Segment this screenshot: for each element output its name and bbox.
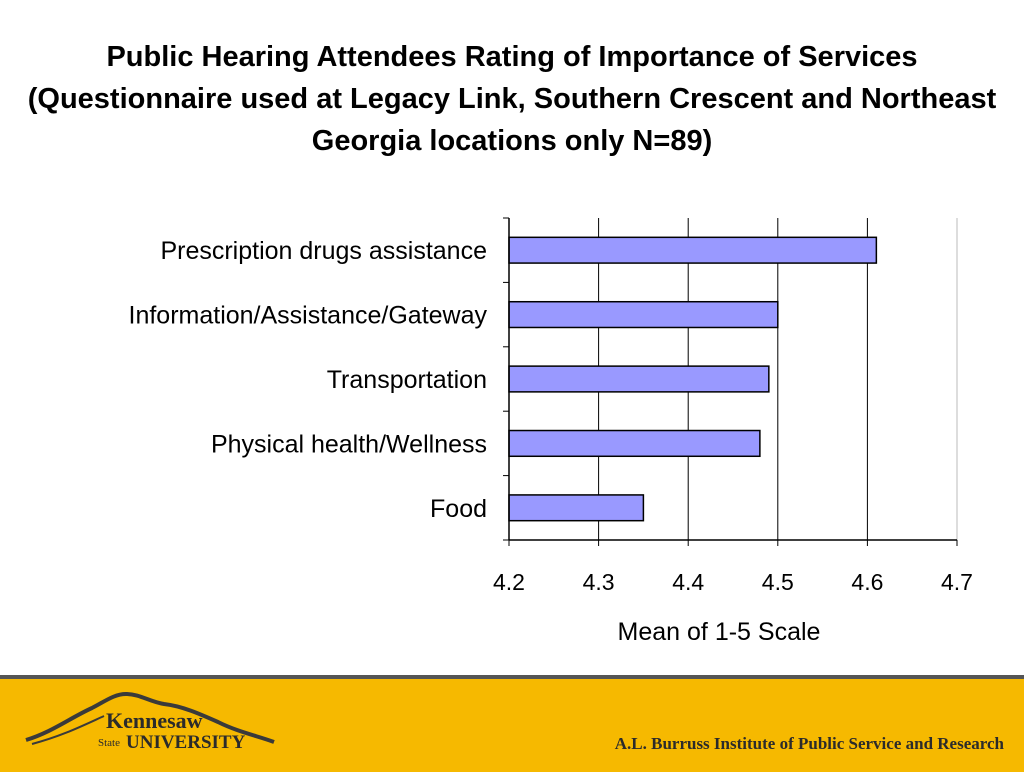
footer-band — [0, 675, 1024, 772]
grid-lines — [598, 218, 958, 540]
bar — [508, 429, 761, 458]
mountain-inner-icon — [31, 715, 105, 745]
chart-title: Public Hearing Attendees Rating of Impor… — [27, 41, 997, 157]
x-tick-labels: 4.2 4.3 4.4 4.5 4.6 4.7 — [493, 569, 973, 595]
kennesaw-state-logo: Kennesaw State UNIVERSITY — [25, 691, 275, 753]
x-tick-label: 4.3 — [583, 569, 615, 595]
x-tick-label: 4.4 — [672, 569, 704, 595]
category-label: Transportation — [327, 366, 487, 394]
institute-name: A.L. Burruss Institute of Public Service… — [614, 734, 1004, 753]
category-labels: Prescription drugs assistance Information… — [129, 237, 488, 523]
logo-kennesaw: Kennesaw — [106, 708, 203, 733]
bars — [508, 236, 878, 522]
bar — [508, 365, 770, 393]
logo-state: State — [98, 737, 120, 749]
bar — [508, 300, 779, 329]
logo-university: UNIVERSITY — [126, 732, 246, 753]
category-label: Food — [430, 495, 487, 523]
x-tick-label: 4.6 — [851, 569, 883, 595]
bar-chart: Prescription drugs assistance Information… — [129, 217, 973, 646]
category-label: Information/Assistance/Gateway — [129, 302, 488, 330]
bar — [508, 494, 645, 522]
x-tick-label: 4.7 — [941, 569, 973, 595]
axes — [503, 217, 958, 546]
mountain-outline-icon — [25, 691, 275, 744]
category-label: Prescription drugs assistance — [160, 237, 487, 265]
x-axis-title: Mean of 1-5 Scale — [618, 618, 821, 646]
x-tick-label: 4.2 — [493, 569, 525, 595]
category-label: Physical health/Wellness — [211, 430, 487, 458]
bar — [508, 236, 878, 264]
x-tick-label: 4.5 — [762, 569, 794, 595]
